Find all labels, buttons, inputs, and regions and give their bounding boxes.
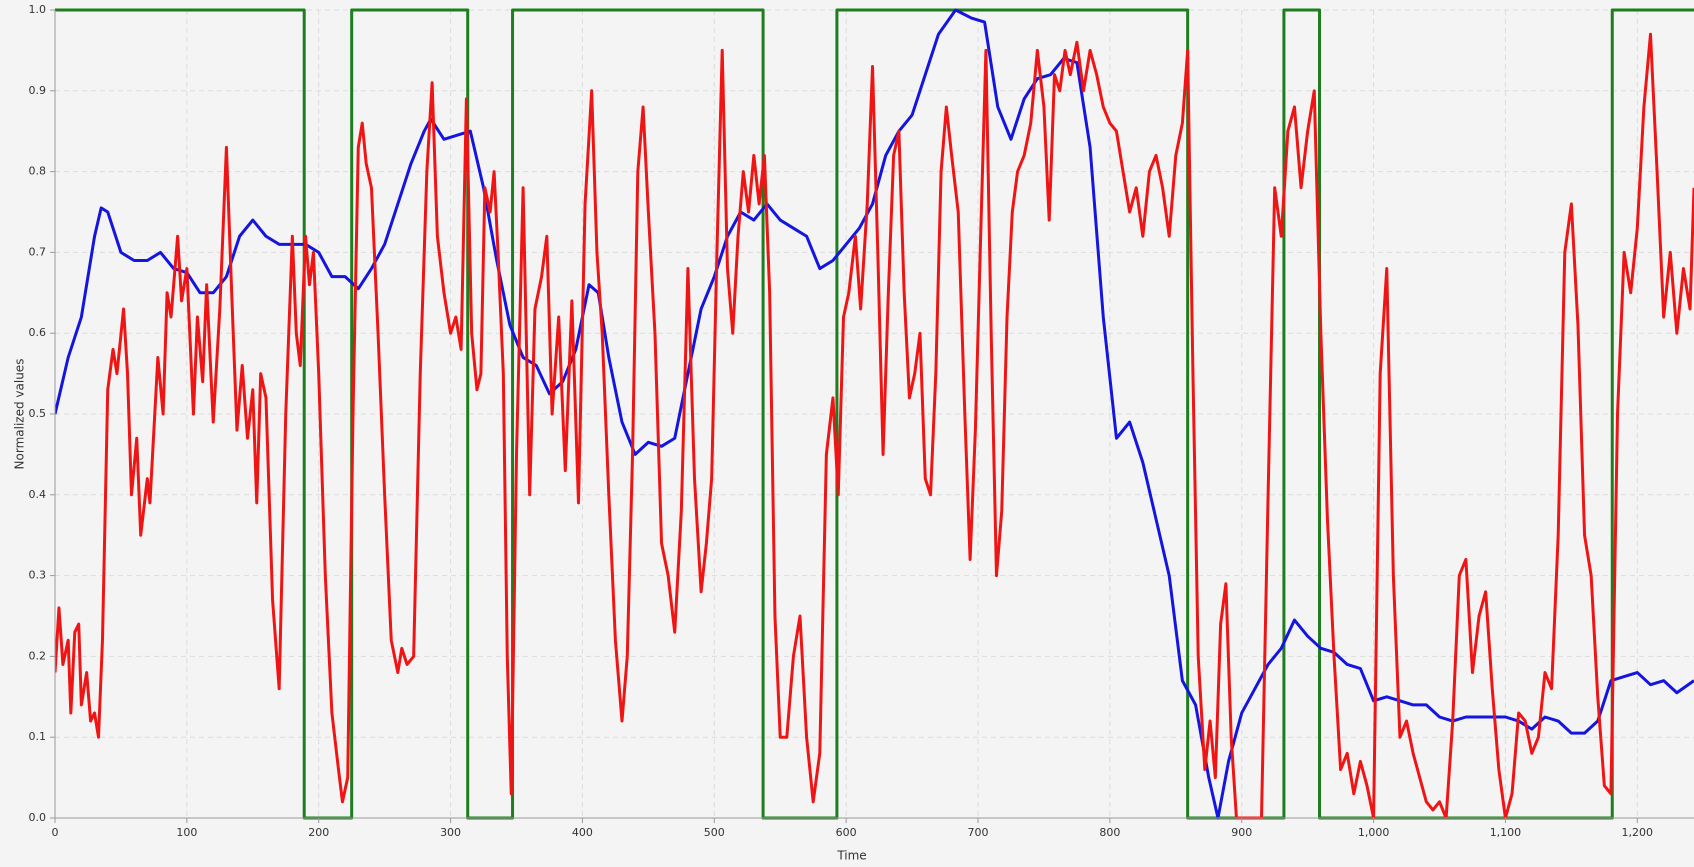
x-tick-label: 0 <box>52 826 59 839</box>
series-line <box>55 32 1694 820</box>
y-tick-label: 0.5 <box>29 407 47 420</box>
x-tick-label: 1,100 <box>1490 826 1522 839</box>
x-axis-title: Time <box>836 849 866 863</box>
y-tick-label: 0.2 <box>29 649 47 662</box>
x-tick-label: 800 <box>1099 826 1120 839</box>
x-tick-label: 200 <box>308 826 329 839</box>
y-tick-label: 0.7 <box>29 245 47 258</box>
y-axis-title: Normalized values <box>13 359 27 470</box>
y-tick-label: 1.0 <box>29 3 47 16</box>
y-tick-label: 0.6 <box>29 326 47 339</box>
x-tick-label: 700 <box>968 826 989 839</box>
y-tick-label: 0.8 <box>29 165 47 178</box>
x-tick-label: 500 <box>704 826 725 839</box>
axes: 0.0 0.1 0.2 0.3 0.4 0.5 0.6 0.7 0.8 0.9 1.0 0 100 200… <box>29 3 1694 839</box>
x-tick-label: 600 <box>836 826 857 839</box>
x-tick-label: 900 <box>1231 826 1252 839</box>
x-tick-label: 300 <box>440 826 461 839</box>
y-tick-label: 0.3 <box>29 569 47 582</box>
x-tick-label: 1,000 <box>1358 826 1390 839</box>
x-tick-label: 1,200 <box>1622 826 1654 839</box>
x-tick-label: 400 <box>572 826 593 839</box>
y-tick-label: 0.4 <box>29 488 47 501</box>
y-tick-label: 0.9 <box>29 84 47 97</box>
y-tick-label: 0.1 <box>29 730 47 743</box>
x-tick-label: 100 <box>176 826 197 839</box>
series-line <box>55 8 1694 820</box>
y-tick-label: 0.0 <box>29 811 47 824</box>
